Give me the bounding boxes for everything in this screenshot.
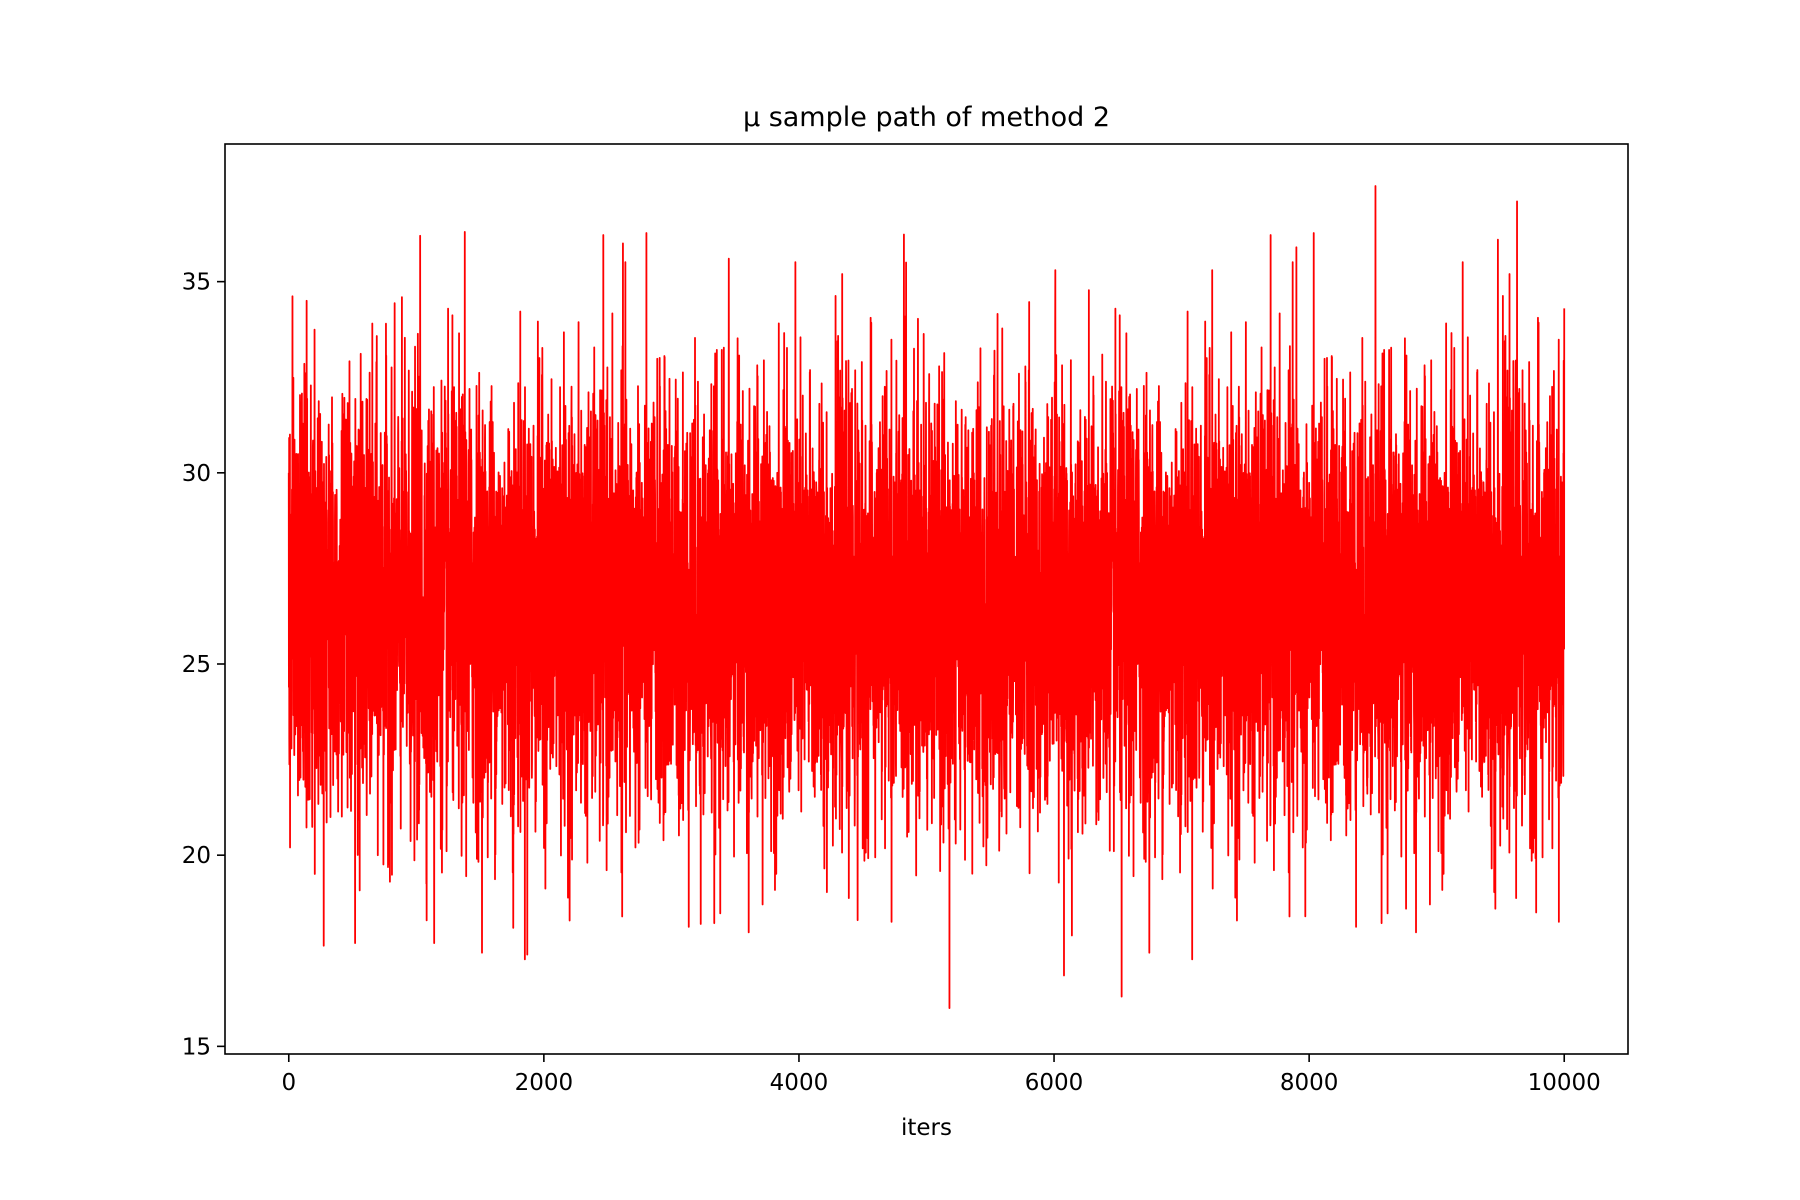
x-tick-label: 10000 <box>1528 1070 1601 1096</box>
x-tick-label: 0 <box>281 1070 296 1096</box>
y-tick-label: 20 <box>182 843 211 869</box>
y-tick-label: 25 <box>182 652 211 678</box>
plot-area <box>287 185 1566 1010</box>
x-tick-label: 6000 <box>1025 1070 1084 1096</box>
x-tick-label: 8000 <box>1280 1070 1339 1096</box>
y-axis: 15 20 25 30 35 <box>182 270 225 1060</box>
chart-title: μ sample path of method 2 <box>743 102 1110 133</box>
x-axis-label: iters <box>901 1115 952 1141</box>
y-tick-label: 35 <box>182 270 211 296</box>
series-line <box>287 185 1566 1010</box>
axes-frame <box>224 143 1629 1055</box>
x-tick-label: 4000 <box>770 1070 829 1096</box>
y-tick-label: 15 <box>182 1034 211 1060</box>
x-axis: 0 2000 4000 6000 8000 10000 <box>281 1054 1601 1096</box>
y-tick-label: 30 <box>182 461 211 487</box>
x-tick-label: 2000 <box>515 1070 574 1096</box>
